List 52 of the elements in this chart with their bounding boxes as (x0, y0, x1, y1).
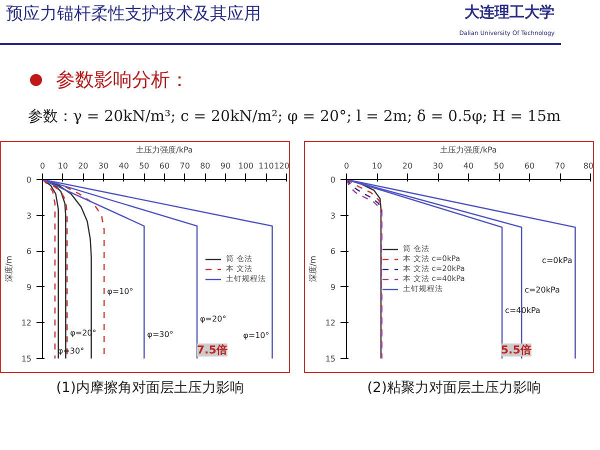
y-tick-label: 12 (21, 318, 32, 328)
text: (2)粘聚力对面层土压力影响 (367, 379, 541, 398)
text: 预应力锚杆柔性支护技术及其应用 (6, 3, 261, 26)
y-tick-label: 12 (325, 318, 336, 328)
y-tick-label: 15 (21, 354, 32, 364)
y-tick-label: 6 (26, 247, 32, 256)
x-tick-label: 40 (118, 162, 129, 170)
annotation: φ=10° (243, 331, 270, 340)
annotation: 7.5倍 (196, 344, 228, 356)
y-tick-label: 15 (325, 354, 336, 364)
y-axis-title: 深度/m (308, 256, 318, 282)
x-tick-label: 30 (98, 162, 109, 170)
x-tick-label: 70 (180, 162, 190, 170)
x-tick-label: 60 (159, 162, 170, 170)
x-tick-label: 60 (524, 162, 535, 170)
x-tick-label: 20 (402, 162, 413, 170)
y-tick-label: 0 (330, 176, 336, 184)
x-axis-title: 土压力强度/kPa (136, 146, 193, 154)
x-tick-label: 0 (40, 162, 46, 170)
text: 参数：γ = 20kN/m³; c = 20kN/m²; φ = 20°; l = 2m; δ = 0.5φ; H = 15m (28, 106, 561, 127)
x-tick-label: 50 (494, 162, 504, 170)
y-tick-label: 9 (26, 282, 32, 292)
x-axis-title: 土压力强度/kPa (440, 146, 497, 154)
text: 参数影响分析： (55, 68, 190, 93)
x-tick-label: 80 (200, 162, 210, 170)
annotation: φ=30° (147, 330, 174, 339)
x-tick-label: 20 (78, 162, 88, 170)
y-tick-label: 0 (26, 176, 32, 184)
y-tick-label: 3 (26, 211, 32, 220)
x-tick-label: 90 (220, 162, 231, 170)
y-tick-label: 9 (330, 282, 336, 292)
x-tick-label: 80 (583, 162, 594, 170)
y-tick-label: 6 (330, 247, 336, 256)
annotation: c=20kPa (524, 286, 560, 295)
x-tick-label: 120 (274, 162, 290, 170)
x-tick-label: 10 (372, 162, 382, 170)
text: (1)内摩擦角对面层土压力影响 (56, 379, 244, 398)
x-tick-label: 70 (554, 162, 566, 170)
annotation: c=0kPa (542, 256, 572, 265)
annotation: φ=20° (200, 314, 226, 324)
x-tick-label: 0 (344, 162, 350, 170)
x-tick-label: 50 (139, 162, 150, 170)
annotation: 5.5倍 (500, 344, 532, 356)
x-tick-label: 100 (238, 162, 254, 170)
x-tick-label: 40 (463, 162, 474, 170)
text: 大连理工大学 (464, 3, 555, 21)
y-axis-title: 深度/m (4, 256, 14, 282)
annotation: φ=10° (107, 286, 134, 296)
x-tick-label: 110 (258, 162, 274, 170)
y-tick-label: 3 (330, 211, 336, 220)
x-tick-label: 10 (58, 162, 68, 170)
x-tick-label: 30 (432, 162, 444, 170)
